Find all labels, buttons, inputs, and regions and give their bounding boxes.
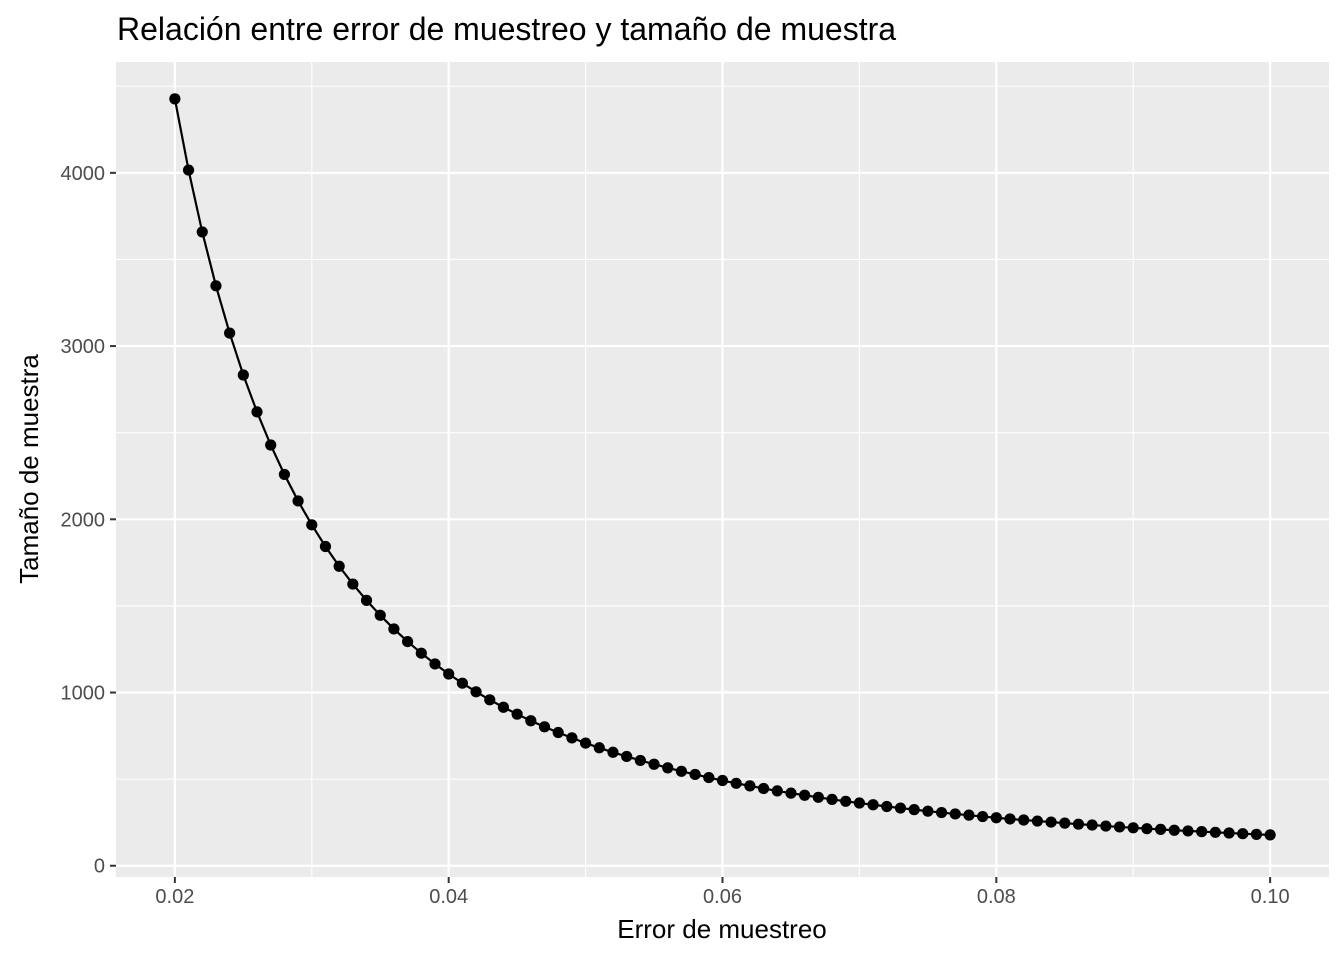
data-point	[224, 327, 236, 339]
data-point	[757, 782, 770, 795]
data-point	[278, 468, 290, 481]
data-point	[935, 806, 948, 819]
data-point	[347, 578, 359, 590]
x-axis-title: Error de muestreo	[617, 914, 827, 944]
data-point	[949, 808, 961, 820]
y-axis: 0 1000 2000 3000 4000	[61, 163, 116, 878]
data-point	[484, 694, 496, 706]
data-point	[881, 800, 893, 813]
data-point	[1182, 825, 1194, 837]
data-point	[662, 762, 674, 774]
data-point	[867, 799, 879, 811]
data-point	[374, 609, 386, 621]
data-point	[771, 785, 783, 797]
data-point	[566, 732, 578, 744]
data-point	[456, 677, 468, 689]
data-point	[470, 686, 482, 698]
data-point	[963, 809, 975, 821]
data-point	[853, 797, 866, 809]
data-point	[237, 369, 249, 381]
data-point	[210, 280, 222, 292]
data-point	[744, 780, 756, 792]
data-point	[388, 623, 400, 635]
series-points-group	[169, 93, 1276, 841]
data-point	[251, 406, 263, 418]
data-point	[785, 787, 797, 799]
data-point	[579, 737, 592, 749]
data-point	[894, 802, 907, 814]
data-point	[292, 495, 304, 507]
data-point	[593, 742, 605, 754]
data-point	[1031, 815, 1043, 827]
data-point	[360, 594, 373, 606]
y-tick-label: 2000	[61, 509, 106, 531]
data-point	[1127, 822, 1139, 834]
data-point	[1072, 818, 1085, 830]
data-point	[675, 765, 688, 777]
data-point	[1059, 817, 1071, 829]
x-tick-label: 0.02	[155, 886, 194, 908]
data-point	[799, 789, 811, 801]
data-point	[429, 658, 441, 670]
data-point	[634, 754, 646, 767]
data-point	[525, 715, 537, 727]
data-point	[538, 721, 551, 733]
data-point	[497, 701, 510, 713]
y-axis-title: Tamaño de muestra	[14, 354, 44, 584]
x-tick-label: 0.06	[703, 886, 742, 908]
data-point	[306, 519, 318, 531]
data-point	[1223, 827, 1235, 839]
data-point	[703, 771, 715, 784]
chart-title: Relación entre error de muestreo y tamañ…	[117, 11, 896, 47]
data-point	[1155, 823, 1167, 835]
data-point	[333, 560, 345, 572]
data-point	[730, 777, 742, 789]
data-point	[1264, 829, 1276, 841]
data-point	[265, 439, 277, 451]
data-point	[826, 793, 838, 805]
data-point	[1086, 819, 1098, 831]
data-point	[1100, 820, 1112, 832]
data-point	[1141, 823, 1153, 835]
data-point	[1045, 816, 1057, 828]
data-point	[922, 805, 934, 817]
x-tick-label: 0.04	[429, 886, 468, 908]
data-point	[689, 768, 701, 781]
data-point	[511, 708, 523, 720]
data-point	[169, 93, 181, 105]
data-point	[1168, 824, 1180, 836]
data-point	[196, 226, 208, 238]
data-point	[1113, 821, 1126, 833]
data-point	[1250, 828, 1263, 840]
y-tick-label: 4000	[61, 163, 106, 185]
y-tick-label: 0	[94, 856, 105, 878]
data-point	[1209, 826, 1221, 838]
data-point	[1004, 813, 1016, 825]
data-point	[977, 810, 989, 823]
data-point	[990, 812, 1002, 824]
x-axis: 0.02 0.04 0.06 0.08 0.10	[155, 877, 1290, 908]
data-point	[621, 750, 633, 763]
data-point	[443, 668, 455, 680]
data-point	[1196, 826, 1208, 838]
data-point	[716, 774, 729, 787]
data-point	[908, 804, 920, 816]
data-point	[182, 164, 195, 176]
data-point	[402, 635, 414, 648]
y-tick-label: 3000	[61, 336, 106, 358]
data-point	[415, 647, 427, 659]
data-point	[812, 791, 824, 803]
y-tick-label: 1000	[61, 683, 106, 705]
data-point	[1018, 814, 1030, 826]
data-point	[648, 758, 660, 770]
data-point	[552, 726, 564, 739]
data-point	[840, 795, 852, 807]
x-tick-label: 0.08	[977, 886, 1016, 908]
data-point	[607, 746, 619, 758]
data-point	[319, 540, 332, 553]
x-tick-label: 0.10	[1251, 886, 1290, 908]
data-point	[1237, 828, 1249, 840]
major-gridlines	[116, 62, 1329, 877]
